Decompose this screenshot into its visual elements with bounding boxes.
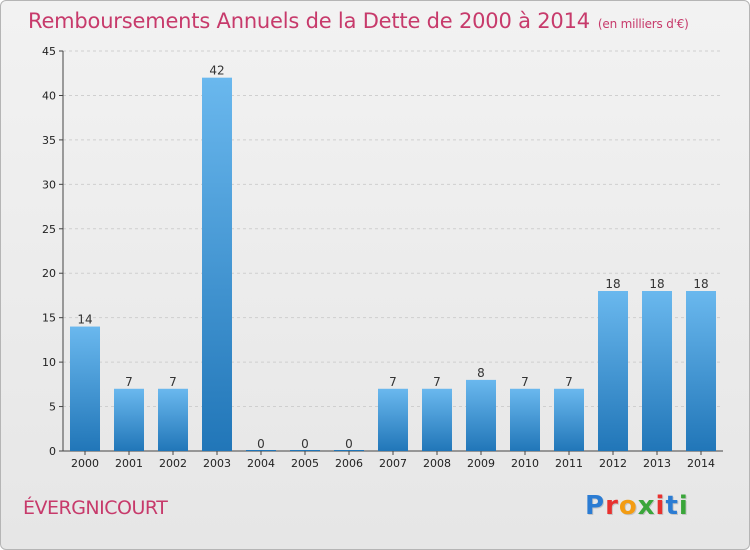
logo-letter: x xyxy=(637,491,656,521)
data-label: 18 xyxy=(649,277,664,291)
y-tick-label: 15 xyxy=(42,312,56,325)
data-label: 7 xyxy=(125,375,133,389)
y-tick-label: 25 xyxy=(42,223,56,236)
data-label: 7 xyxy=(169,375,177,389)
data-label: 42 xyxy=(209,64,224,78)
data-label: 7 xyxy=(565,375,573,389)
x-tick-label: 2012 xyxy=(599,457,627,470)
data-label: 7 xyxy=(521,375,529,389)
proxiti-logo: Proxiti xyxy=(585,491,689,521)
chart-title-text: Remboursements Annuels de la Dette de 20… xyxy=(28,9,590,33)
logo-letter: P xyxy=(585,491,606,521)
x-tick-label: 2013 xyxy=(643,457,671,470)
data-label: 7 xyxy=(389,375,397,389)
chart-title: Remboursements Annuels de la Dette de 20… xyxy=(28,9,689,33)
bar xyxy=(598,291,628,451)
bar xyxy=(70,326,100,451)
x-tick-label: 2008 xyxy=(423,457,451,470)
x-tick-label: 2002 xyxy=(159,457,187,470)
bar xyxy=(642,291,672,451)
x-tick-label: 2007 xyxy=(379,457,407,470)
y-tick-label: 0 xyxy=(49,445,56,458)
x-tick-label: 2003 xyxy=(203,457,231,470)
logo-letter: i xyxy=(655,491,666,521)
data-label: 18 xyxy=(605,277,620,291)
y-tick-label: 35 xyxy=(42,134,56,147)
town-name: ÉVERGNICOURT xyxy=(23,497,168,519)
bar xyxy=(422,388,452,451)
data-label: 0 xyxy=(301,437,309,451)
x-tick-label: 2001 xyxy=(115,457,143,470)
x-tick-label: 2004 xyxy=(247,457,275,470)
bar xyxy=(466,379,496,451)
bar xyxy=(686,291,716,451)
x-tick-label: 2011 xyxy=(555,457,583,470)
logo-letter: t xyxy=(665,491,679,521)
y-tick-label: 20 xyxy=(42,267,56,280)
bar xyxy=(114,388,144,451)
x-tick-label: 2014 xyxy=(687,457,715,470)
data-label: 0 xyxy=(257,437,265,451)
y-tick-label: 10 xyxy=(42,356,56,369)
y-tick-label: 30 xyxy=(42,178,56,191)
y-tick-label: 40 xyxy=(42,89,56,102)
y-tick-label: 5 xyxy=(49,401,56,414)
chart-unit: (en milliers d'€) xyxy=(597,17,689,31)
x-tick-label: 2005 xyxy=(291,457,319,470)
logo-letter: o xyxy=(618,491,638,521)
bar xyxy=(510,388,540,451)
data-label: 7 xyxy=(433,375,441,389)
logo-letter: r xyxy=(605,491,619,521)
x-tick-label: 2009 xyxy=(467,457,495,470)
data-label: 18 xyxy=(693,277,708,291)
bar xyxy=(554,388,584,451)
y-tick-label: 45 xyxy=(42,45,56,58)
x-tick-label: 2006 xyxy=(335,457,363,470)
bar xyxy=(378,388,408,451)
bar xyxy=(158,388,188,451)
logo-letter: i xyxy=(678,491,689,521)
data-label: 14 xyxy=(77,313,92,327)
x-tick-label: 2010 xyxy=(511,457,539,470)
x-tick-label: 2000 xyxy=(71,457,99,470)
data-label: 0 xyxy=(345,437,353,451)
data-label: 8 xyxy=(477,366,485,380)
bar xyxy=(202,77,232,452)
